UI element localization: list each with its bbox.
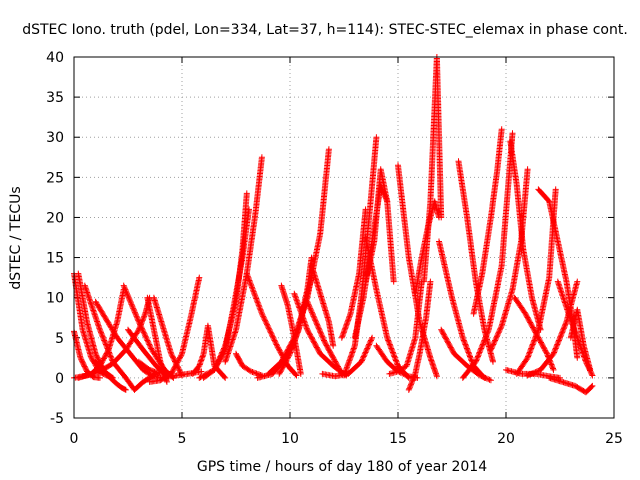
y-tick-label: 35 — [46, 90, 64, 106]
y-tick-label: 5 — [55, 331, 64, 347]
x-tick-label: 10 — [281, 431, 299, 447]
series-17 — [200, 190, 250, 381]
series-markers — [92, 358, 129, 393]
series-markers — [92, 298, 164, 381]
series-markers — [81, 282, 160, 393]
x-tick-label: 25 — [605, 431, 623, 447]
data-points — [71, 54, 596, 396]
series-37 — [405, 278, 434, 393]
series-markers — [567, 306, 594, 373]
series-46 — [507, 138, 544, 333]
series-7 — [92, 298, 164, 381]
series-markers — [150, 294, 185, 379]
series-6 — [92, 358, 129, 393]
series-54 — [567, 306, 594, 373]
series-30 — [338, 206, 369, 341]
series-markers — [278, 282, 304, 377]
y-tick-label: -5 — [50, 411, 64, 427]
series-markers — [338, 206, 369, 341]
series-markers — [507, 138, 544, 333]
series-43 — [459, 130, 516, 381]
y-tick-label: 25 — [46, 170, 64, 186]
series-5 — [81, 282, 160, 393]
x-tick-label: 5 — [178, 431, 187, 447]
x-axis-label: GPS time / hours of day 180 of year 2014 — [197, 459, 487, 475]
y-tick-label: 40 — [46, 50, 64, 66]
series-27 — [308, 262, 337, 349]
series-39 — [420, 54, 445, 285]
series-44 — [470, 126, 505, 317]
y-tick-label: 0 — [55, 371, 64, 387]
series-markers — [200, 190, 250, 381]
series-markers — [420, 54, 445, 285]
y-tick-label: 30 — [46, 130, 64, 146]
chart-title: dSTEC Iono. truth (pdel, Lon=334, Lat=37… — [22, 22, 628, 38]
series-markers — [405, 278, 434, 393]
y-tick-label: 20 — [46, 210, 64, 226]
series-markers — [144, 294, 170, 385]
x-tick-label: 0 — [70, 431, 79, 447]
series-markers — [308, 262, 337, 349]
series-11 — [144, 294, 170, 385]
series-markers — [362, 234, 412, 381]
y-tick-label: 15 — [46, 251, 64, 267]
series-markers — [459, 130, 516, 381]
series-26 — [304, 298, 345, 377]
x-tick-label: 20 — [497, 431, 515, 447]
series-12 — [150, 294, 185, 379]
x-tick-label: 15 — [389, 431, 407, 447]
y-tick-label: 10 — [46, 291, 64, 307]
y-axis-label: dSTEC / TECUs — [8, 186, 24, 289]
plot-frame — [73, 56, 615, 419]
series-24 — [278, 282, 304, 377]
series-markers — [470, 126, 505, 317]
axis-ticks: 0 5 10 15 20 25 -5 0 5 10 15 20 25 30 35 40 — [46, 50, 623, 447]
series-markers — [546, 374, 596, 396]
series-33 — [362, 234, 412, 381]
series-53 — [546, 374, 596, 396]
series-markers — [304, 298, 345, 377]
